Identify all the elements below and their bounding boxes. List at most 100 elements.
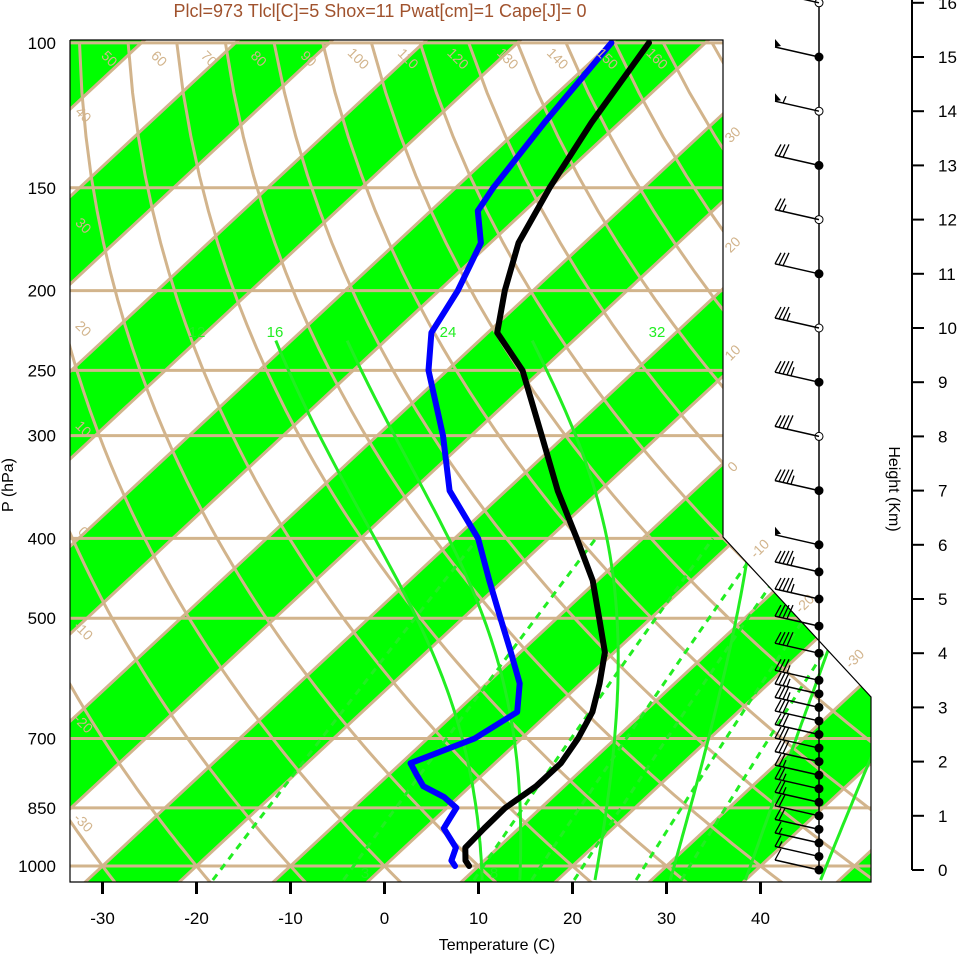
wind-barb-feather	[774, 699, 782, 712]
wind-barb-feather	[782, 577, 790, 592]
wind-barb-staff	[774, 737, 820, 749]
isotherm-label-right: 10	[721, 341, 743, 363]
y-axis-title: P (hPa)	[0, 458, 17, 512]
height-tick-label: 15	[938, 48, 957, 67]
wind-barb-feather	[778, 198, 786, 211]
dry-adiabat	[70, 42, 407, 882]
pressure-tick-label: 150	[28, 179, 56, 198]
mixing-ratio-line-dashed	[342, 537, 598, 881]
isotherm-line	[0, 24, 67, 886]
temperature-line	[462, 40, 652, 869]
height-tick-label: 3	[938, 698, 947, 717]
wind-barb-feather	[782, 631, 790, 646]
sounding-profiles	[407, 40, 652, 869]
wind-pennant	[775, 526, 781, 535]
wind-barb-feather	[774, 144, 782, 156]
wind-barb-staff	[774, 750, 820, 763]
dry-adiabat	[272, 42, 871, 882]
wind-barb-feather	[774, 252, 782, 265]
isotherm-label-right: -30	[842, 646, 868, 672]
wind-barb-feather	[778, 699, 786, 713]
mixing-ratio-line-dashed	[530, 537, 766, 881]
wind-barb-feather	[774, 550, 782, 563]
wind-barb-feather	[782, 550, 790, 564]
wind-barb-feather	[774, 577, 782, 590]
isotherm-line	[173, 40, 871, 882]
isotherm-line	[70, 40, 821, 882]
wind-barb-staff	[774, 723, 820, 736]
dry-adiabat	[70, 42, 216, 882]
dry-adiabat	[516, 42, 871, 882]
wind-barb-feather	[774, 686, 782, 698]
pressure-tick-label: 200	[28, 282, 56, 301]
x-tick-label: 0	[380, 909, 389, 928]
isotherm-label-top: 100	[345, 45, 373, 73]
wind-barb-half	[790, 366, 795, 377]
pressure-tick-label: 700	[28, 729, 56, 748]
isotherm-label-top: 60	[148, 47, 170, 69]
wind-barb-half	[782, 773, 787, 781]
height-tick-label: 14	[938, 102, 957, 121]
wind-barb-feather	[774, 835, 782, 847]
wind-barb-half	[778, 827, 783, 835]
wind-barb-staff	[774, 642, 820, 654]
dry-adiabat	[70, 42, 311, 882]
pressure-tick-label: 500	[28, 609, 56, 628]
isotherm-band	[70, 40, 726, 882]
wind-barb-staff	[774, 154, 820, 167]
wind-barb-feather	[778, 550, 786, 564]
pressure-tick-label: 850	[28, 799, 56, 818]
wind-barb-feather	[774, 306, 782, 319]
wind-barb-feather	[778, 780, 786, 794]
isotherm-line	[70, 40, 445, 882]
height-tick-label: 7	[938, 482, 947, 501]
wind-barb-staff	[774, 100, 820, 112]
x-tick-label: -30	[90, 909, 115, 928]
isotherm-line	[455, 40, 871, 882]
dry-adiabat	[78, 42, 502, 882]
wind-barb-feather	[774, 767, 782, 780]
moist-adiabat-line	[345, 339, 523, 881]
wind-barb-staff	[774, 805, 820, 817]
wind-barb-feather	[774, 658, 782, 671]
wind-barb-feather	[778, 306, 786, 320]
wind-barb-half	[782, 759, 787, 768]
wind-barb-feather	[786, 469, 794, 484]
wind-barb-feather	[774, 740, 782, 752]
height-tick-label: 16	[938, 0, 957, 13]
height-tick-label: 12	[938, 211, 957, 230]
wind-barb-half	[790, 583, 795, 593]
isotherm-line	[70, 40, 351, 882]
wind-barb-staff	[774, 764, 820, 776]
dry-adiabat	[223, 42, 789, 882]
wind-barb-staff	[774, 479, 820, 492]
wind-barb-feather	[786, 415, 794, 430]
pressure-tick-label: 100	[28, 34, 56, 53]
wind-barb-staff	[774, 46, 820, 58]
wind-barb-feather	[774, 848, 782, 861]
wind-barb-staff	[774, 818, 820, 831]
x-tick-label: -20	[184, 909, 209, 928]
isotherm-band	[70, 40, 871, 882]
isotherm-line	[70, 40, 727, 882]
wind-barb-feather	[782, 144, 790, 158]
isotherm-line	[70, 40, 257, 882]
wind-barb-half	[782, 95, 787, 104]
mixing-ratio-line-dashed	[572, 537, 804, 881]
dry-adiabat	[175, 42, 693, 882]
wind-barb-feather	[774, 821, 782, 834]
wind-barb-feather	[778, 659, 786, 672]
x-tick-label: 40	[751, 909, 770, 928]
height-axis-title: Height (Km)	[885, 446, 902, 531]
wind-barb-feather	[782, 686, 790, 700]
height-tick-label: 9	[938, 373, 947, 392]
wind-barb-staff	[774, 777, 820, 790]
mixing-ratio-line-dashed	[472, 537, 715, 881]
isotherm-label-right: -10	[747, 536, 773, 562]
wind-barb-feather	[774, 780, 782, 793]
wind-barb-feather	[782, 699, 790, 714]
wind-barb-staff	[774, 859, 820, 871]
pressure-tick-label: 250	[28, 361, 56, 380]
wind-barb-feather	[774, 360, 782, 373]
isotherm-label-left: 40	[72, 103, 94, 125]
